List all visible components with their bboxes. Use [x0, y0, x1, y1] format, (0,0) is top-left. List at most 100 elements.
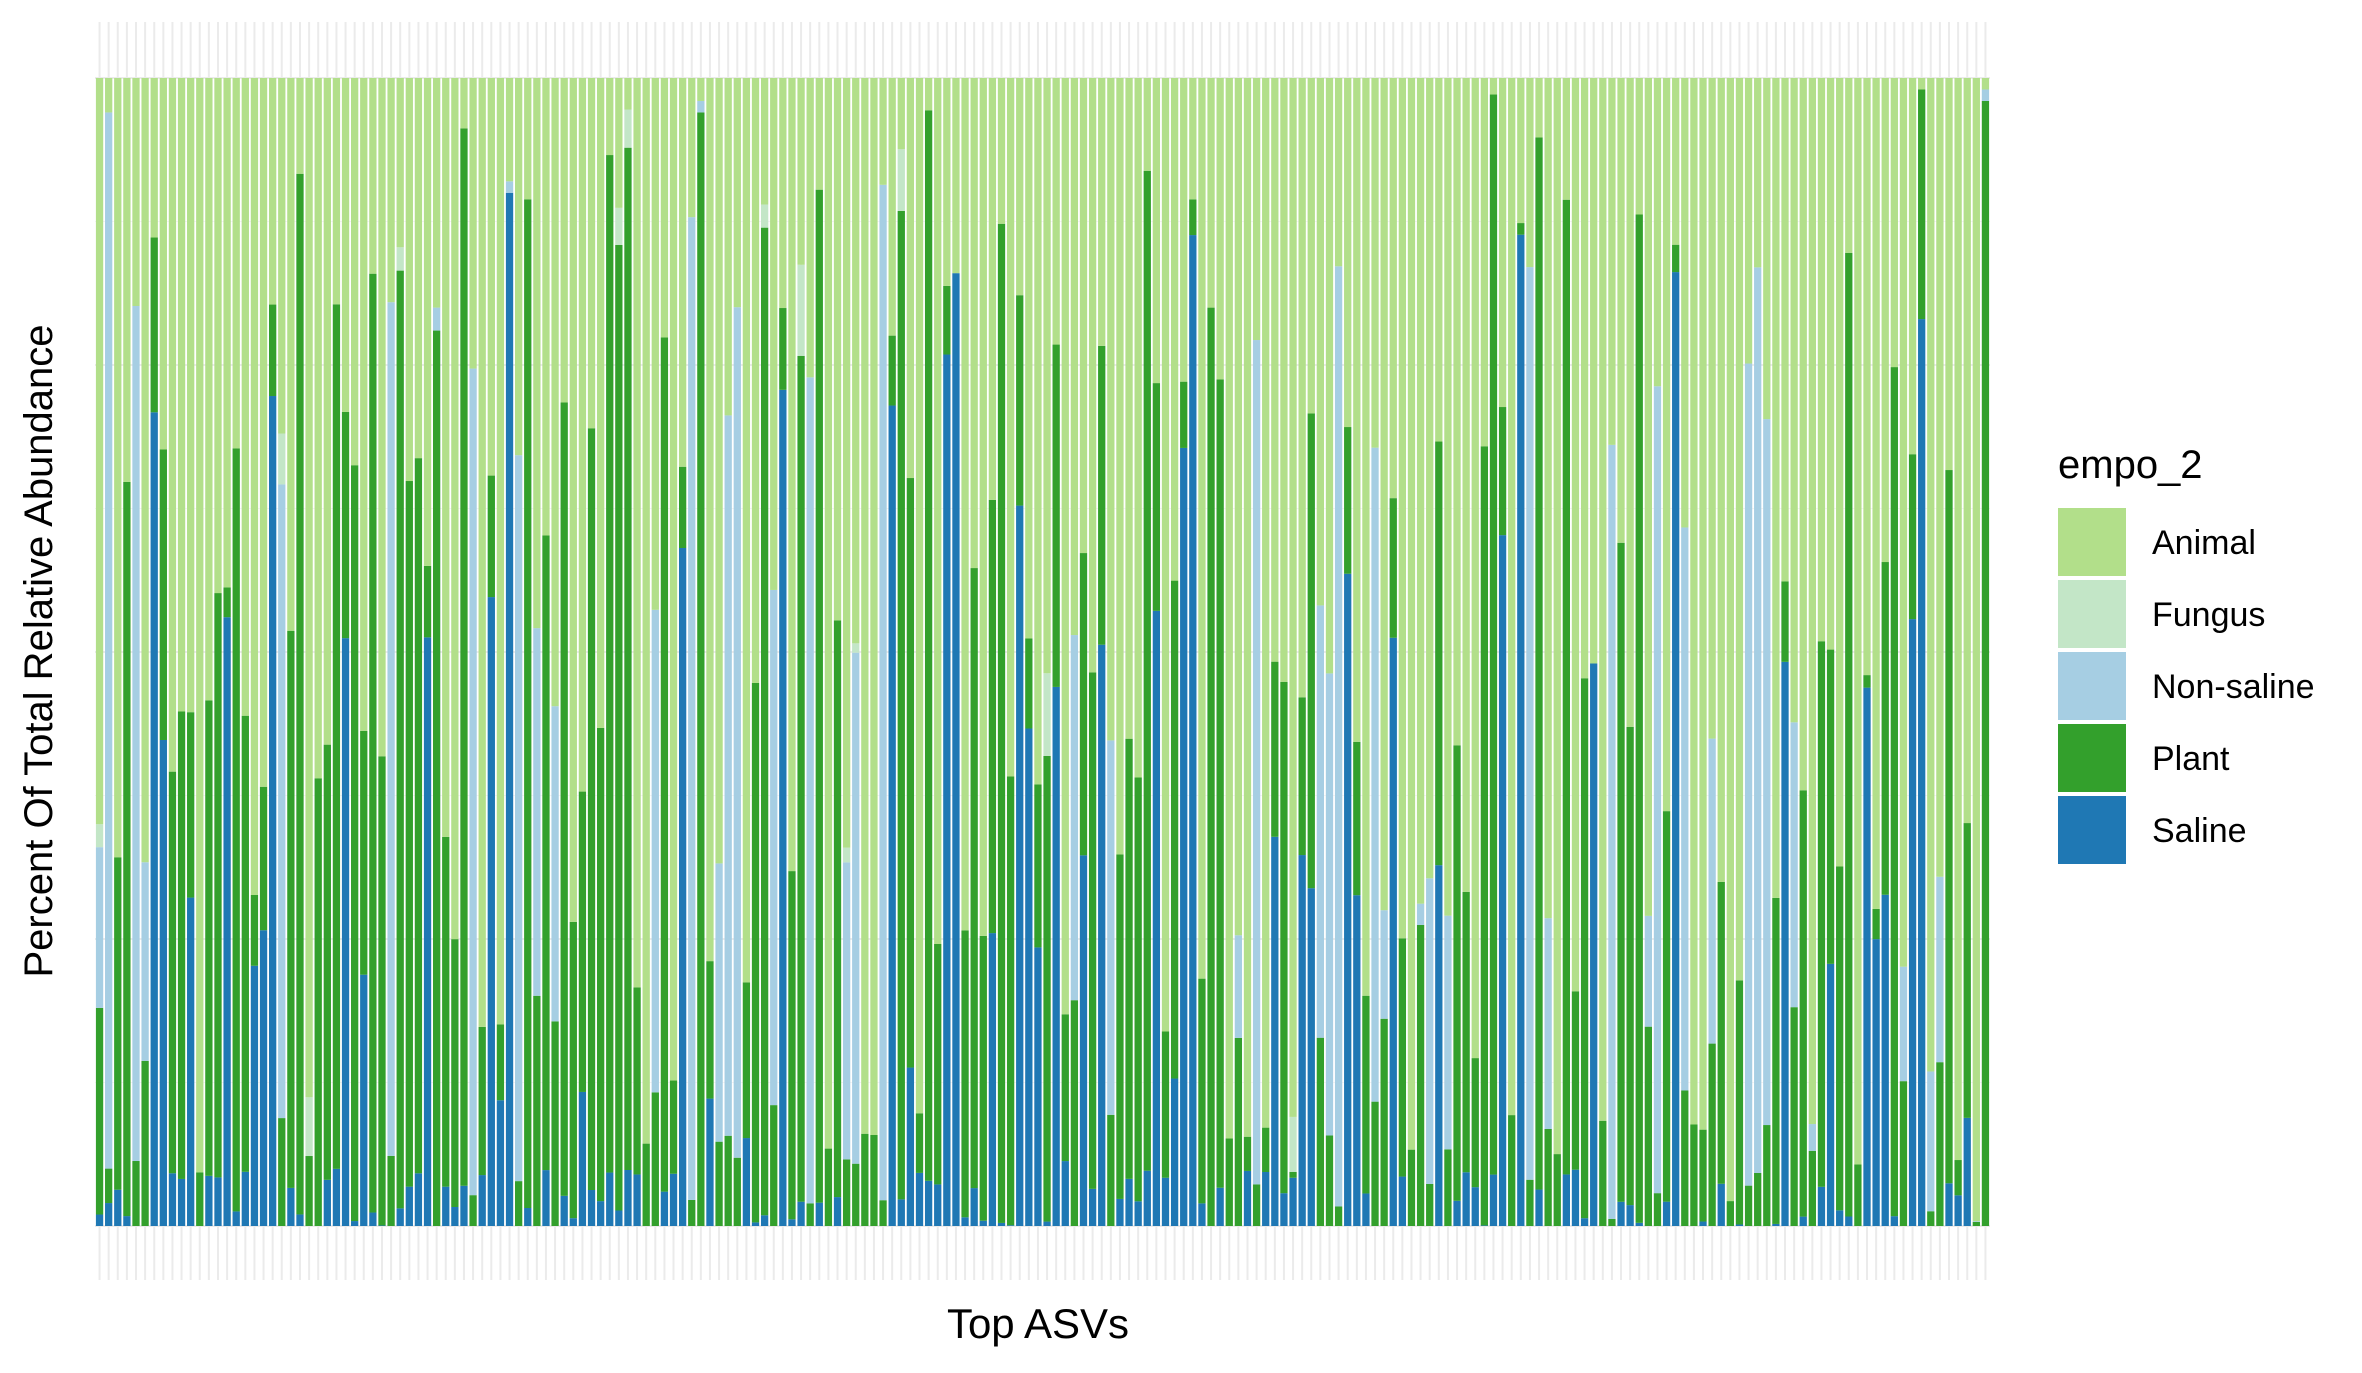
bar-segment-saline: [524, 1208, 532, 1226]
bar-segment-animal: [369, 78, 377, 274]
bar-segment-saline: [1918, 319, 1926, 1227]
bar-164: [1580, 78, 1589, 1226]
bar-17: [241, 78, 249, 1226]
bar-158: [1526, 78, 1534, 1226]
bar-126: [1234, 78, 1243, 1226]
bar-segment-saline: [241, 1171, 249, 1226]
bar-176: [1690, 78, 1698, 1226]
bar-segment-plant: [524, 199, 532, 1208]
bar-150: [1453, 78, 1461, 1226]
bar-segment-saline: [1243, 1170, 1252, 1226]
bar-segment-plant: [669, 1080, 678, 1174]
bar-segment-animal: [1380, 78, 1388, 911]
bar-segment-saline: [1781, 661, 1789, 1226]
bar-segment-animal: [1817, 78, 1826, 642]
bar-segment-animal: [1854, 78, 1862, 1165]
bar-100: [997, 78, 1006, 1226]
bar-segment-saline: [1635, 1222, 1643, 1226]
bar-segment-saline: [1098, 644, 1106, 1226]
bar-segment-animal: [733, 78, 741, 308]
bar-segment-animal: [1981, 78, 1990, 90]
bar-segment-animal: [1034, 78, 1042, 785]
bar-segment-saline: [961, 1217, 969, 1226]
bar-segment-fungus: [897, 149, 905, 211]
bar-165: [1590, 78, 1598, 1226]
bar-203: [1936, 78, 1944, 1226]
bar-173: [1662, 78, 1671, 1226]
bar-segment-plant: [114, 857, 122, 1190]
bar-segment-plant: [697, 112, 705, 1227]
bar-segment-non-saline: [715, 863, 723, 1142]
bar-segment-plant: [1043, 755, 1051, 1222]
bar-segment-plant: [1790, 1007, 1798, 1226]
bar-segment-plant: [1890, 367, 1898, 1217]
bar-segment-saline: [669, 1173, 678, 1226]
bar-segment-saline: [587, 1190, 596, 1226]
bar-segment-plant: [369, 273, 377, 1213]
bar-segment-plant: [642, 1143, 650, 1226]
bar-56: [596, 78, 605, 1226]
bar-segment-animal: [1234, 78, 1243, 936]
bar-segment-saline: [1344, 573, 1352, 1226]
bar-segment-animal: [241, 78, 249, 716]
bar-segment-animal: [1790, 78, 1798, 723]
bar-segment-plant: [1161, 1031, 1170, 1178]
bar-segment-animal: [706, 78, 714, 962]
bar-139: [1353, 78, 1361, 1226]
bar-segment-animal: [934, 78, 942, 944]
bar-segment-plant: [870, 1134, 878, 1226]
bar-segment-plant: [1772, 897, 1780, 1224]
bar-segment-saline: [924, 1180, 933, 1226]
bar-segment-plant: [1517, 223, 1525, 235]
bar-segment-saline: [1034, 947, 1042, 1226]
bar-11: [187, 78, 195, 1226]
bar-36: [414, 78, 423, 1226]
bar-segment-animal: [114, 78, 122, 858]
bar-177: [1699, 78, 1707, 1226]
bar-12: [196, 78, 204, 1226]
bar-segment-non-saline: [387, 302, 395, 1156]
bar-segment-animal: [1617, 78, 1625, 543]
bar-segment-animal: [159, 78, 167, 450]
bar-segment-animal: [651, 78, 659, 610]
bar-segment-plant: [1836, 866, 1844, 1211]
bar-segment-saline: [1471, 1187, 1479, 1226]
bar-segment-plant: [779, 308, 787, 390]
bar-52: [560, 78, 568, 1226]
bar-segment-plant: [414, 458, 423, 1174]
bar-segment-saline: [751, 1222, 760, 1226]
bar-segment-plant: [150, 237, 158, 413]
bar-49: [533, 78, 541, 1226]
bar-segment-saline: [1398, 1176, 1407, 1226]
bar-segment-plant: [1143, 170, 1151, 1171]
bar-segment-plant: [1945, 470, 1953, 1184]
bar-segment-saline: [1189, 235, 1197, 1226]
bar-200: [1908, 78, 1917, 1226]
bar-104: [1034, 78, 1042, 1226]
bar-69: [715, 78, 723, 1226]
bar-segment-plant: [1316, 1037, 1325, 1226]
bar-segment-saline: [1271, 836, 1279, 1226]
bar-segment-plant: [1981, 100, 1990, 1227]
bar-segment-plant: [678, 466, 687, 548]
bar-segment-saline: [1945, 1183, 1953, 1226]
bar-segment-saline: [815, 1202, 823, 1226]
bar-segment-animal: [1407, 78, 1416, 1150]
bar-segment-animal: [842, 78, 851, 848]
bar-segment-animal: [1107, 78, 1115, 741]
bar-91: [915, 78, 924, 1226]
bar-segment-plant: [1462, 891, 1470, 1173]
bar-151: [1462, 78, 1470, 1226]
bar-segment-animal: [1927, 78, 1935, 1072]
bar-59: [624, 78, 632, 1226]
bar-segment-saline: [1963, 1117, 1971, 1226]
bar-segment-plant: [1079, 553, 1088, 856]
bar-segment-plant: [332, 304, 341, 1169]
bar-2: [105, 78, 113, 1226]
bar-segment-plant: [1416, 924, 1425, 1226]
bar-144: [1398, 78, 1407, 1226]
bar-segment-animal: [943, 78, 951, 286]
bar-segment-saline: [423, 637, 432, 1226]
bar-segment-plant: [1243, 1136, 1252, 1171]
bar-segment-saline: [906, 1067, 915, 1226]
